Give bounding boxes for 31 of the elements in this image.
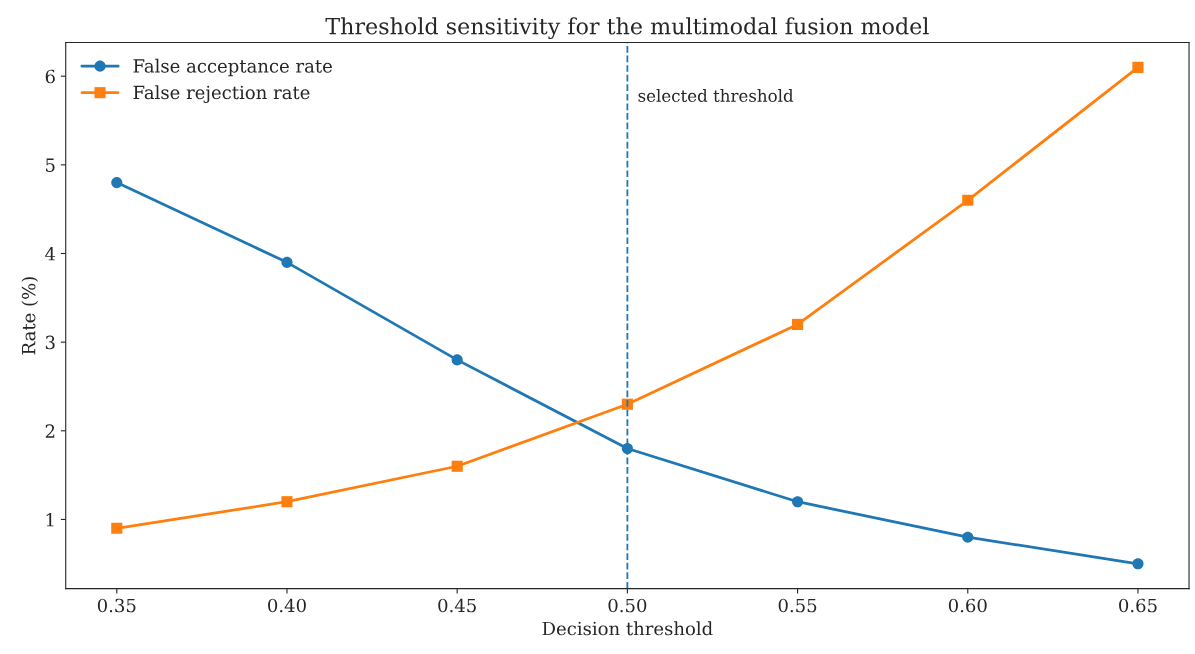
point (792, 318, 804, 330)
x-axis-title: Decision threshold (542, 621, 713, 636)
point (111, 522, 123, 534)
point (451, 354, 463, 366)
x-tick-label: 0.45 (438, 598, 476, 613)
x-tick-label: 0.50 (608, 598, 647, 613)
point (1132, 61, 1144, 73)
point (1132, 558, 1144, 570)
legend-label: False acceptance rate (133, 58, 332, 77)
x-tick-label: 0.65 (1119, 598, 1157, 613)
x-tick-label: 0.60 (948, 598, 987, 613)
point (111, 177, 123, 189)
x-tick-label: 0.35 (97, 598, 136, 613)
y-axis-title: Rate (%) (21, 277, 39, 355)
ref-line-label: selected threshold (638, 89, 794, 102)
point (792, 496, 804, 508)
point (962, 531, 974, 543)
x-tick-label: 0.55 (778, 598, 817, 613)
legend-label: False rejection rate (133, 85, 310, 103)
point (281, 496, 293, 508)
chart-title: Threshold sensitivity for the multimodal fusion model (325, 17, 929, 40)
point (281, 256, 293, 268)
x-tick-label: 0.40 (268, 598, 306, 613)
y-tick-label: 4 (45, 246, 56, 261)
y-tick-label: 5 (46, 158, 55, 172)
y-tick-label: 2 (45, 424, 55, 438)
y-tick-label: 1 (46, 512, 54, 527)
y-tick-label: 6 (45, 69, 55, 84)
point (451, 460, 463, 472)
point (962, 194, 974, 206)
y-tick-label: 3 (45, 335, 55, 350)
